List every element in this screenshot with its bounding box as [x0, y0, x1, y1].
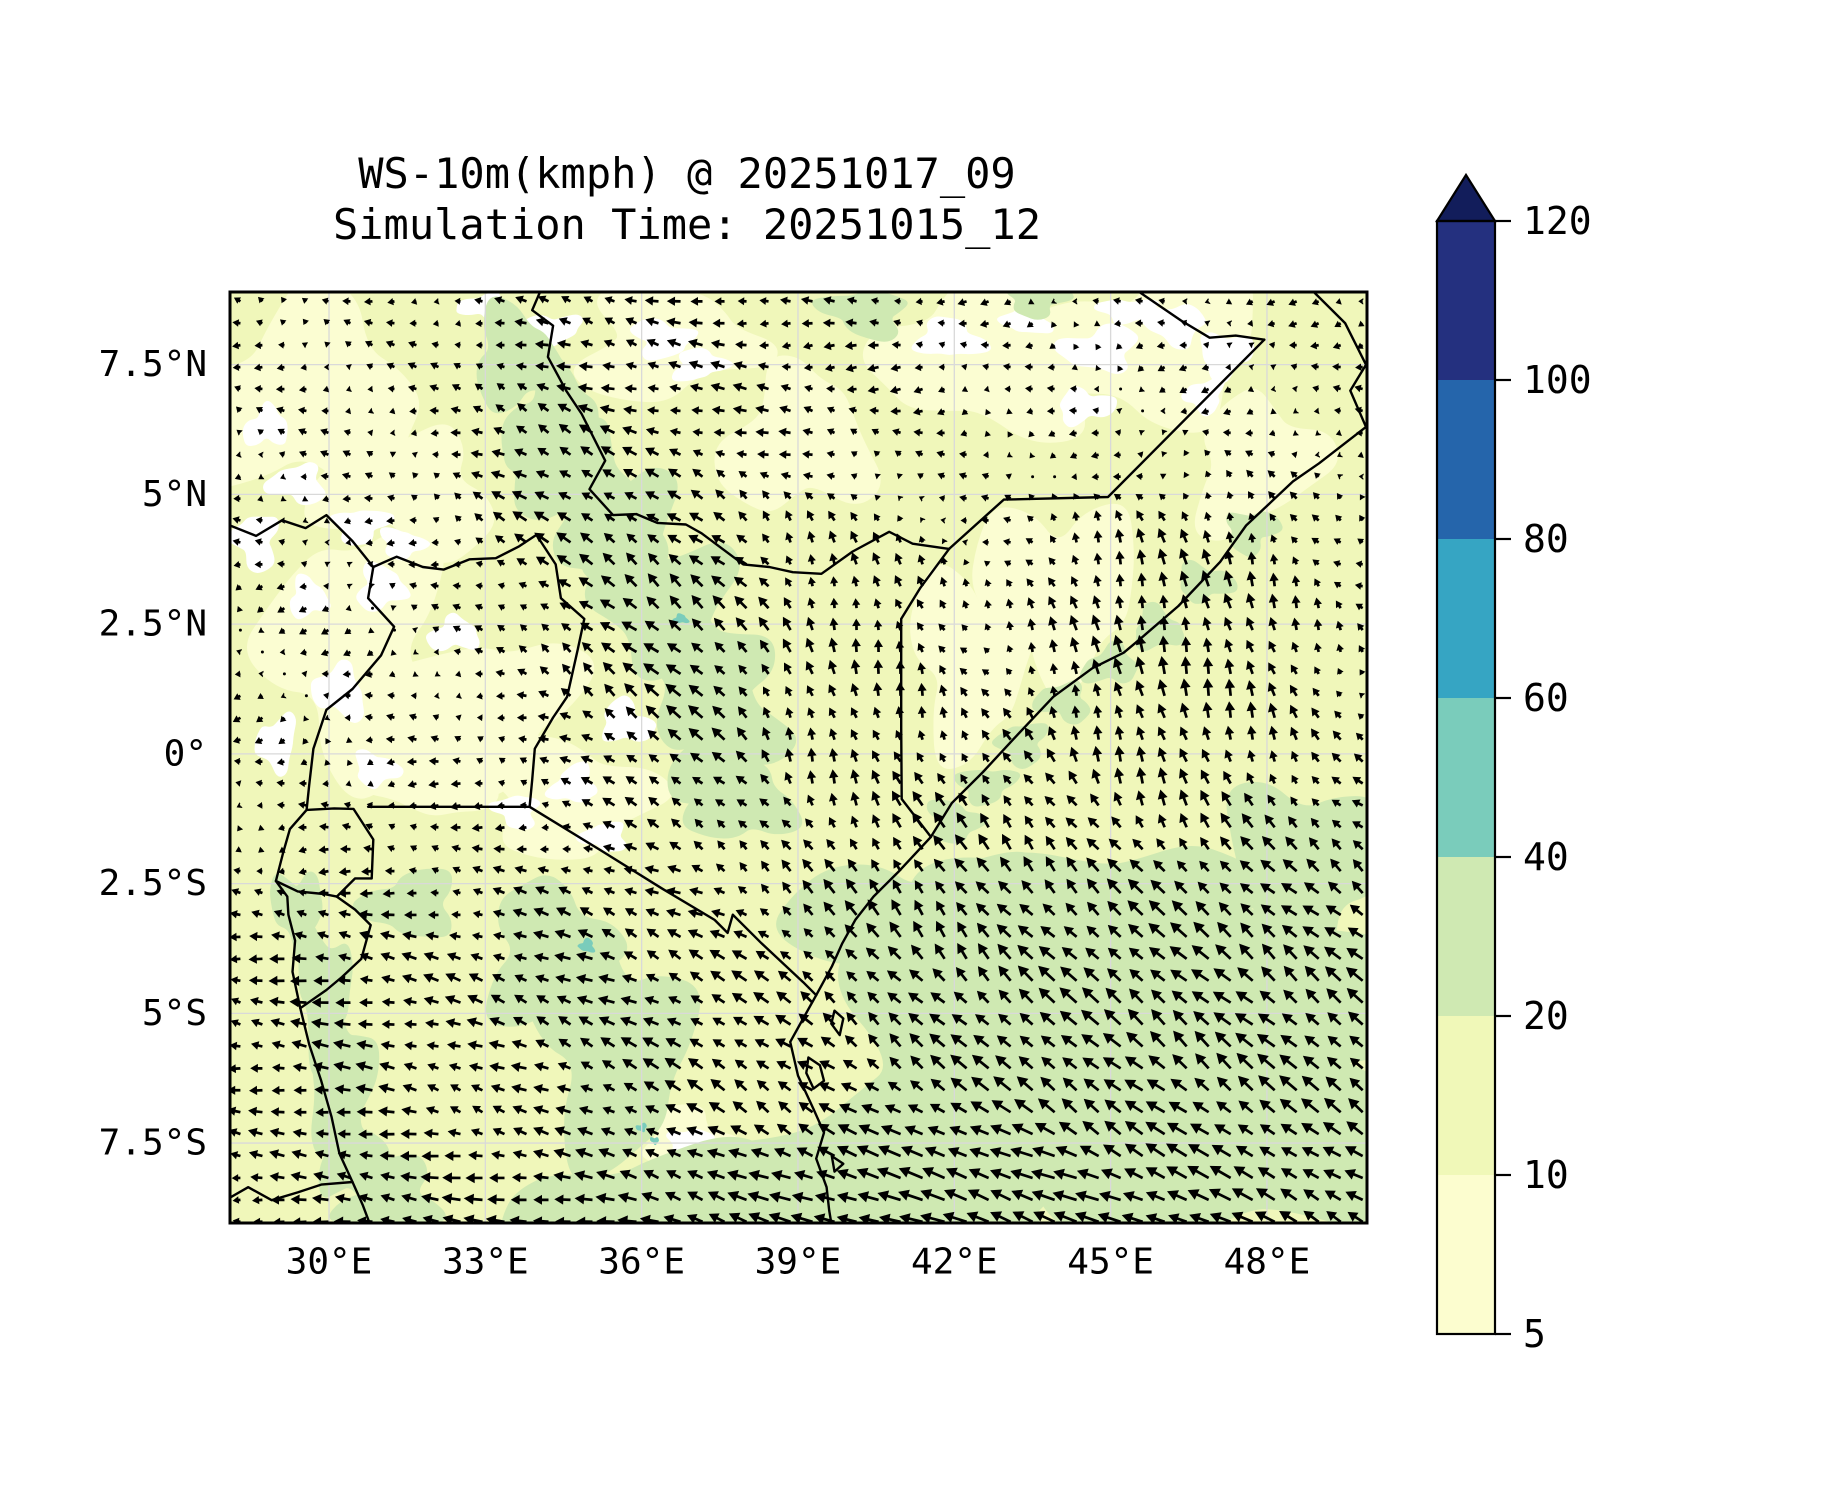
- x-tick-label: 39°E: [755, 1242, 842, 1283]
- x-tick-label: 33°E: [442, 1242, 529, 1283]
- country-border: [230, 513, 538, 571]
- y-tick-label: 2.5°S: [99, 863, 207, 904]
- y-tick-label: 5°S: [142, 993, 207, 1034]
- country-border: [305, 565, 396, 812]
- colorbar-tick-label: 100: [1523, 358, 1592, 402]
- country-border: [274, 808, 371, 1223]
- map-frame: [228, 290, 1369, 1225]
- country-border: [1138, 292, 1266, 341]
- colorbar-segment: [1437, 380, 1495, 539]
- colorbar-segment: [1437, 698, 1495, 857]
- colorbar-segment: [1437, 1175, 1495, 1334]
- country-borders-coastline: [230, 292, 1367, 1223]
- country-border: [635, 512, 951, 575]
- island-outline: [830, 1154, 845, 1173]
- island-outline: [805, 1056, 826, 1090]
- colorbar-segment: [1437, 539, 1495, 698]
- colorbar-tick-label: 60: [1523, 676, 1569, 720]
- colorbar-outline: [1435, 219, 1497, 1336]
- colorbar-extend-triangle: [1435, 172, 1497, 223]
- colorbar-segment: [1437, 1016, 1495, 1175]
- quiver-arrows-path: [230, 295, 1366, 1223]
- island-outline: [830, 1009, 845, 1037]
- colorbar-tick-label: 5: [1523, 1312, 1546, 1356]
- y-tick-label: 7.5°S: [99, 1123, 207, 1164]
- colorbar-segment: [1437, 857, 1495, 1016]
- y-tick-label: 2.5°N: [99, 604, 207, 645]
- country-border: [528, 533, 586, 808]
- x-tick-label: 36°E: [598, 1242, 685, 1283]
- shade-class-40-60-kmph: [577, 613, 690, 1146]
- y-tick-label: 0°: [164, 733, 207, 774]
- x-tick-label: 48°E: [1224, 1242, 1311, 1283]
- figure-title-line1: WS-10m(kmph) @ 20251017_09: [358, 149, 1015, 198]
- country-border: [274, 879, 338, 898]
- colorbar-tick-label: 10: [1523, 1153, 1569, 1197]
- country-border: [947, 338, 1266, 551]
- x-tick-label: 42°E: [911, 1242, 998, 1283]
- y-tick-label: 5°N: [142, 474, 207, 515]
- y-tick-label: 7.5°N: [99, 344, 207, 385]
- colorbar: 5 10 20 40 60 80 100 120: [1435, 172, 1592, 1356]
- coastline: [789, 292, 1367, 1223]
- colorbar-tick-label: 40: [1523, 835, 1569, 879]
- colorbar-tick-label: 80: [1523, 517, 1569, 561]
- colorbar-tick-label: 120: [1523, 199, 1592, 243]
- country-border: [531, 292, 638, 517]
- colorbar-segment: [1437, 221, 1495, 380]
- x-axis-tick-labels: 30°E 33°E 36°E 39°E 42°E 45°E 48°E: [286, 1242, 1311, 1283]
- y-axis-tick-labels: 7.5°N 5°N 2.5°N 0° 2.5°S 5°S 7.5°S: [99, 344, 207, 1163]
- figure-title-line2: Simulation Time: 20251015_12: [333, 200, 1041, 249]
- wind-vector-arrows: [230, 295, 1366, 1223]
- country-border: [528, 805, 818, 997]
- x-tick-label: 30°E: [286, 1242, 373, 1283]
- country-border: [230, 1180, 354, 1202]
- colorbar-tick-label: 20: [1523, 994, 1569, 1038]
- x-tick-label: 45°E: [1067, 1242, 1154, 1283]
